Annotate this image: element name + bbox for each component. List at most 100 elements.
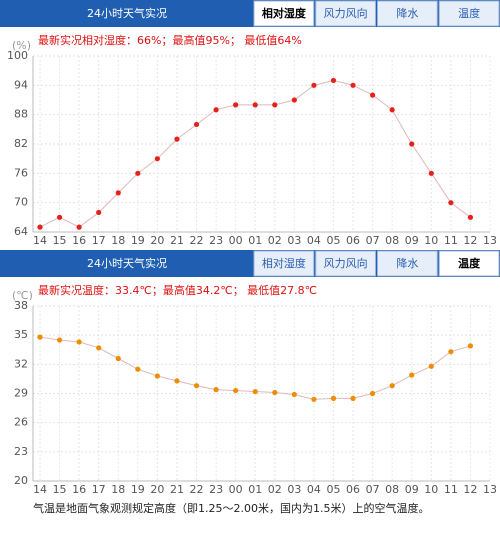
x-tick-label: 14 xyxy=(33,234,47,247)
x-tick-label: 04 xyxy=(307,234,321,247)
point xyxy=(428,363,434,369)
x-tick-label: 22 xyxy=(190,483,204,496)
x-tick-label: 02 xyxy=(268,483,282,496)
x-tick-label: 23 xyxy=(209,234,223,247)
x-tick-label: 19 xyxy=(131,234,145,247)
point xyxy=(409,141,415,147)
x-tick-label: 17 xyxy=(92,483,106,496)
x-tick-label: 12 xyxy=(463,483,477,496)
x-tick-label: 13 xyxy=(483,234,497,247)
tab-label[interactable]: 相对湿度 xyxy=(262,256,306,270)
x-tick-label: 21 xyxy=(170,483,184,496)
point xyxy=(193,383,200,389)
x-tick-label: 10 xyxy=(424,234,438,247)
point xyxy=(193,121,200,128)
point xyxy=(37,334,43,340)
tab[interactable] xyxy=(253,0,315,27)
point xyxy=(233,387,239,394)
x-tick-label: 13 xyxy=(483,483,497,496)
point xyxy=(213,107,219,113)
x-tick-label: 02 xyxy=(268,234,282,247)
x-tick-label: 08 xyxy=(385,483,399,496)
x-tick-label: 09 xyxy=(405,483,419,496)
point xyxy=(370,390,376,397)
x-tick-label: 20 xyxy=(150,483,164,496)
x-tick-label: 05 xyxy=(326,483,340,496)
point xyxy=(76,339,82,345)
point xyxy=(467,214,474,220)
tab[interactable] xyxy=(315,250,376,277)
x-tick-label: 15 xyxy=(53,483,67,496)
point xyxy=(272,102,278,108)
tab-label[interactable]: 降水 xyxy=(396,6,418,20)
x-tick-label: 17 xyxy=(92,234,106,247)
x-tick-label: 20 xyxy=(150,234,164,247)
y-tick-label: 94 xyxy=(14,78,28,91)
x-tick-label: 00 xyxy=(229,234,243,247)
y-tick-label: 23 xyxy=(14,445,28,458)
tab[interactable] xyxy=(253,250,315,277)
point xyxy=(96,345,102,351)
subtitle: 最新实况温度：33.4℃；最高值34.2℃； 最低值27.8℃ xyxy=(38,283,317,297)
point xyxy=(389,107,395,113)
tab-label[interactable]: 风力风向 xyxy=(324,6,368,20)
x-tick-label: 15 xyxy=(53,234,67,247)
note: 气温是地面气象观测规定高度（即1.25～2.00米，国内为1.5米）上的空气温度… xyxy=(33,501,429,515)
point xyxy=(154,156,160,162)
x-tick-label: 05 xyxy=(326,234,340,247)
x-tick-label: 22 xyxy=(190,234,204,247)
point xyxy=(330,77,337,84)
point xyxy=(37,224,43,230)
x-tick-label: 09 xyxy=(405,234,419,247)
x-tick-label: 03 xyxy=(287,234,301,247)
point xyxy=(448,200,454,206)
y-axis-label: (%) xyxy=(12,39,31,52)
x-tick-label: 07 xyxy=(366,234,380,247)
point xyxy=(428,170,434,176)
y-tick-label: 32 xyxy=(14,357,28,370)
point xyxy=(467,343,474,349)
point xyxy=(448,349,454,355)
y-tick-label: 26 xyxy=(14,416,28,429)
point xyxy=(291,391,297,398)
tab[interactable] xyxy=(377,250,438,277)
header-title: 24小时天气实况 xyxy=(87,256,167,270)
point xyxy=(409,372,415,378)
point xyxy=(350,395,356,401)
y-tick-label: 35 xyxy=(14,328,28,341)
y-tick-label: 64 xyxy=(14,225,28,238)
point xyxy=(56,337,63,343)
point xyxy=(389,383,395,389)
point xyxy=(311,396,317,402)
x-tick-label: 01 xyxy=(248,483,262,496)
point xyxy=(272,389,278,396)
point xyxy=(115,190,121,196)
tab-label[interactable]: 风力风向 xyxy=(324,256,368,270)
x-tick-label: 21 xyxy=(170,234,184,247)
y-tick-label: 100 xyxy=(7,49,28,62)
y-tick-label: 88 xyxy=(14,108,28,121)
x-tick-label: 11 xyxy=(444,483,458,496)
tab[interactable] xyxy=(438,0,500,27)
y-tick-label: 76 xyxy=(14,166,28,179)
x-tick-label: 16 xyxy=(72,483,86,496)
tab[interactable] xyxy=(377,0,438,27)
tab-label[interactable]: 相对湿度 xyxy=(262,6,307,20)
tab[interactable] xyxy=(438,250,500,277)
x-tick-label: 14 xyxy=(33,483,47,496)
tab-label[interactable]: 温度 xyxy=(458,256,481,270)
y-tick-label: 29 xyxy=(14,387,28,400)
point xyxy=(370,92,376,98)
tab-label[interactable]: 降水 xyxy=(396,256,418,270)
y-axis-label: (℃) xyxy=(12,289,33,302)
x-tick-label: 08 xyxy=(385,234,399,247)
tab[interactable] xyxy=(315,0,376,27)
tab-label[interactable]: 温度 xyxy=(458,6,480,20)
point xyxy=(252,102,258,108)
point xyxy=(76,224,82,230)
y-tick-label: 70 xyxy=(14,196,28,209)
point xyxy=(213,387,219,393)
x-tick-label: 03 xyxy=(287,483,301,496)
header-title: 24小时天气实况 xyxy=(87,6,167,20)
